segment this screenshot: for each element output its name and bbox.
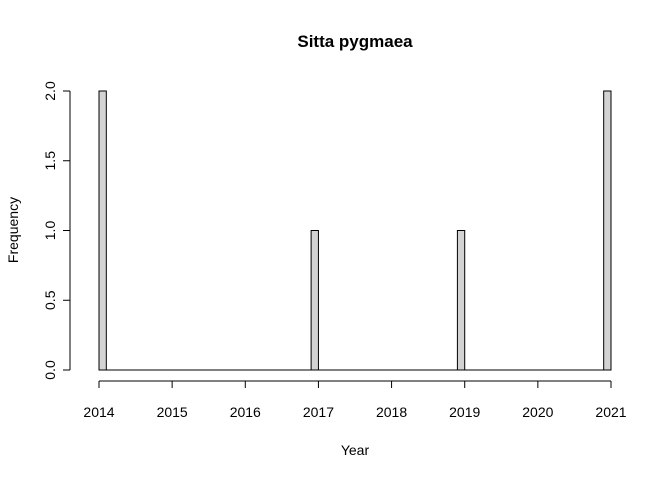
plot-area	[98, 90, 612, 371]
y-tick-label: 0.0	[42, 360, 58, 380]
y-ticks: 0.0 0.5 1.0 1.5 2.0	[42, 81, 70, 380]
y-tick-label: 2.0	[42, 81, 58, 101]
x-tick-label: 2021	[595, 404, 626, 420]
y-tick-label: 0.5	[42, 290, 58, 310]
x-axis-label: Year	[341, 442, 370, 458]
x-tick-label: 2020	[522, 404, 553, 420]
x-axis: 2014 2015 2016 2017 2018 2019 2020 2021	[83, 380, 627, 420]
bars	[98, 90, 612, 371]
x-tick-label: 2015	[157, 404, 188, 420]
x-tick-label: 2016	[230, 404, 261, 420]
histogram-bar	[456, 230, 466, 371]
y-axis-label: Frequency	[5, 197, 21, 263]
histogram-bar	[98, 90, 107, 371]
histogram-bar	[310, 230, 319, 371]
histogram-bar	[603, 90, 612, 371]
x-ticks: 2014 2015 2016 2017 2018 2019 2020 2021	[83, 381, 627, 420]
x-tick-label: 2017	[303, 404, 334, 420]
chart-title: Sitta pygmaea	[297, 32, 413, 51]
x-tick-label: 2014	[83, 404, 114, 420]
y-axis: 0.0 0.5 1.0 1.5 2.0	[42, 81, 71, 380]
y-tick-label: 1.0	[42, 221, 58, 241]
x-tick-label: 2019	[449, 404, 480, 420]
y-tick-label: 1.5	[42, 151, 58, 171]
x-tick-label: 2018	[376, 404, 407, 420]
